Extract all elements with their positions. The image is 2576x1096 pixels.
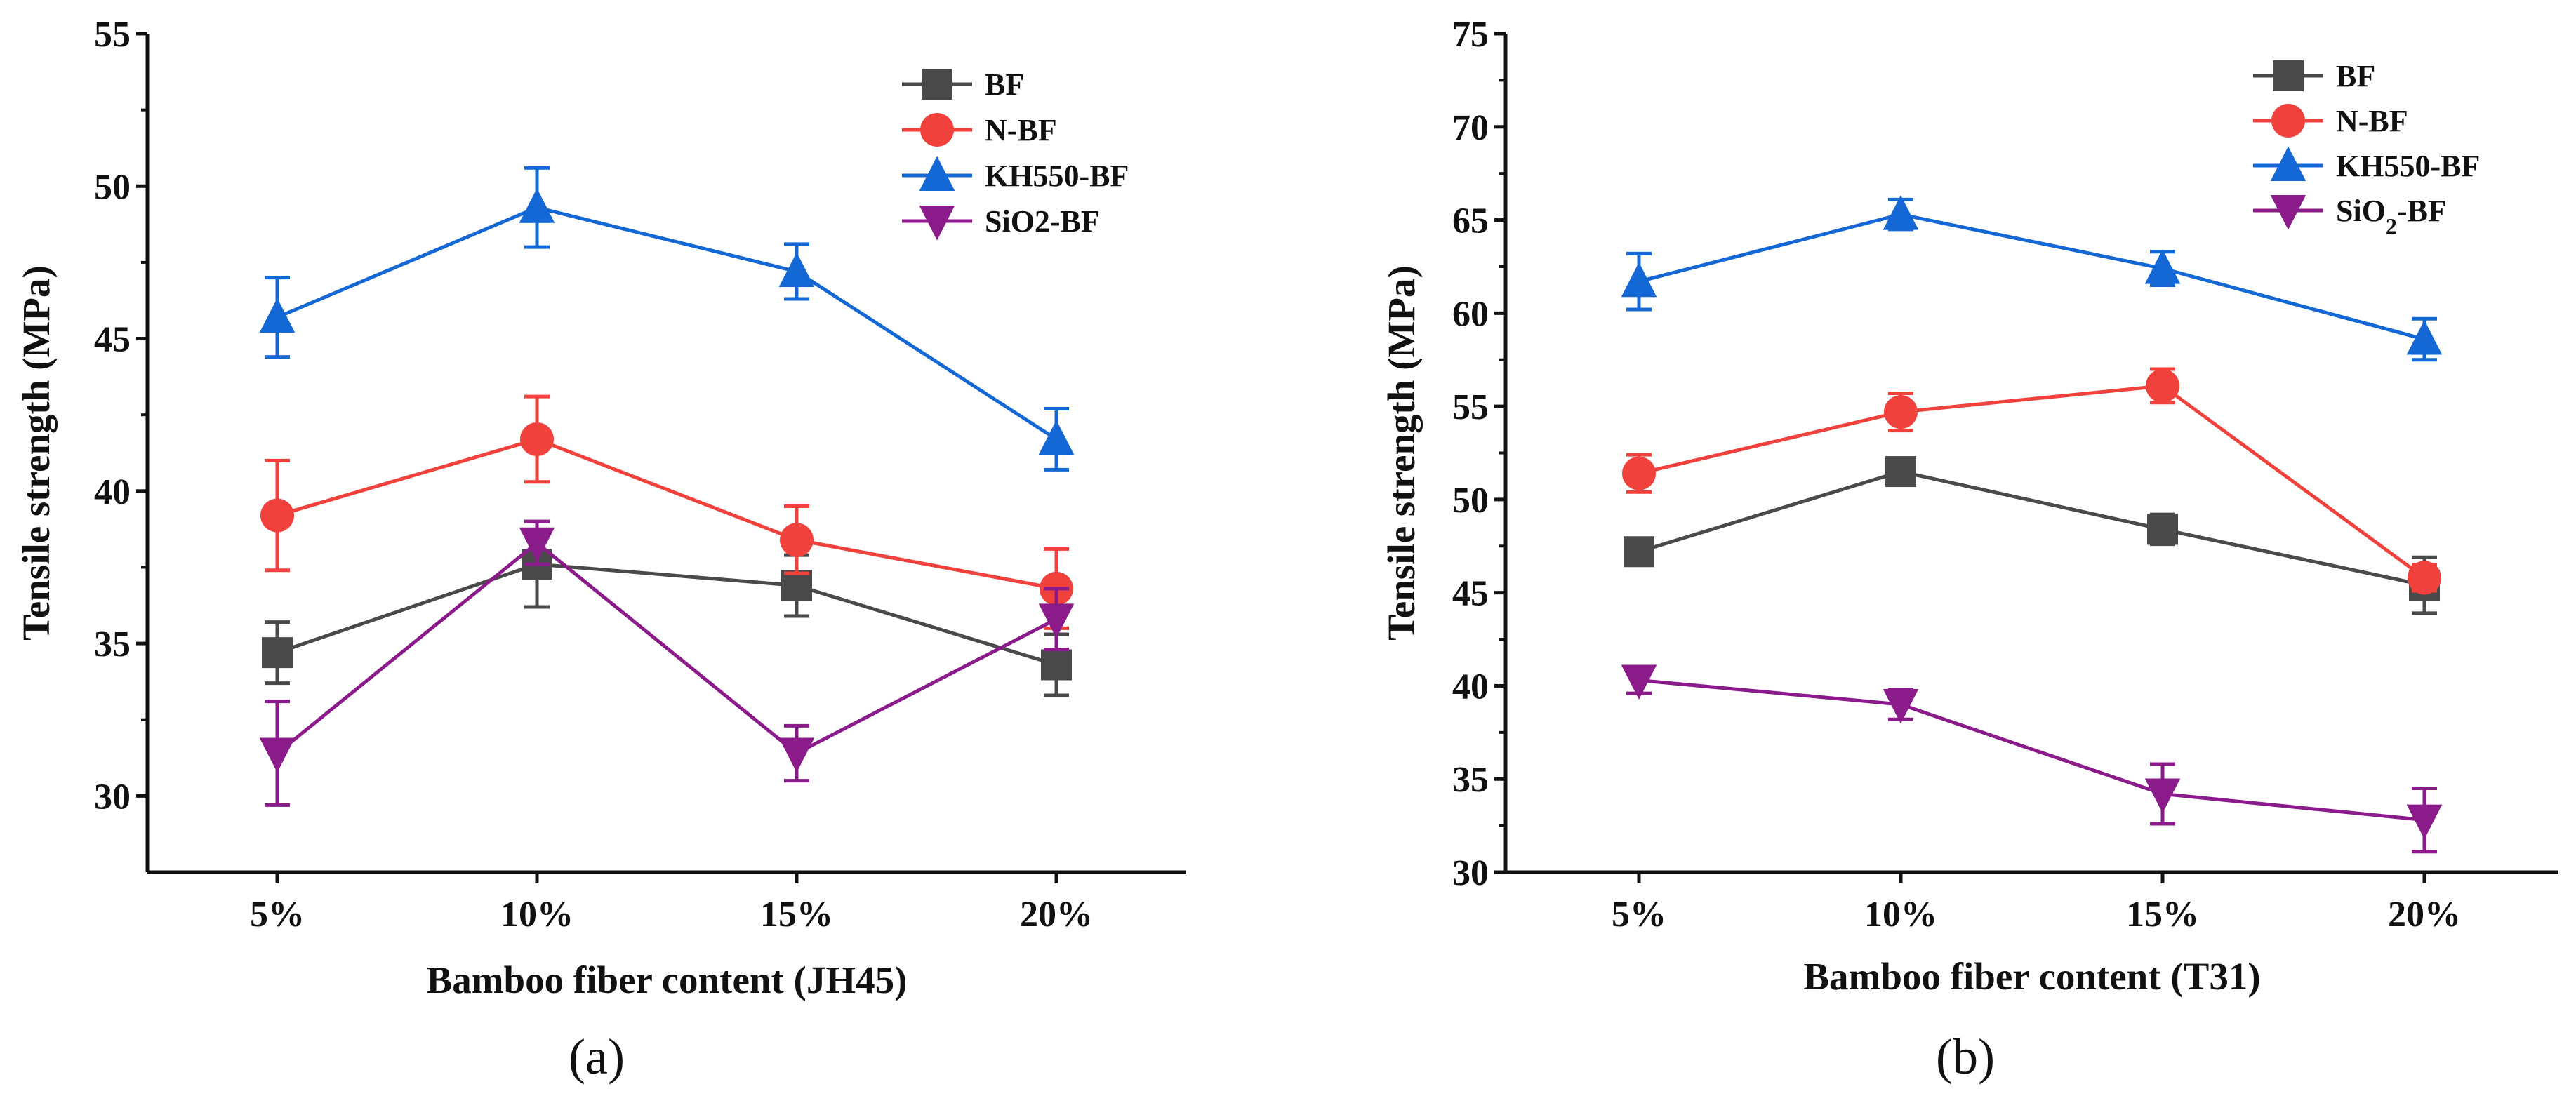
y-axis-title: Tensile strength (MPa) bbox=[1380, 265, 1423, 641]
y-tick-label: 45 bbox=[94, 320, 131, 360]
x-axis-title: Bamboo fiber content (JH45) bbox=[427, 958, 908, 1001]
legend-marker bbox=[2270, 195, 2306, 230]
data-point bbox=[2146, 368, 2179, 403]
y-tick-label: 65 bbox=[1452, 201, 1489, 241]
series-n-bf bbox=[1622, 367, 2441, 595]
y-tick-label: 40 bbox=[94, 472, 131, 512]
legend-label: N-BF bbox=[2336, 104, 2408, 138]
y-tick-label: 45 bbox=[1452, 574, 1489, 614]
legend-marker bbox=[2271, 104, 2305, 138]
data-point bbox=[1622, 456, 1656, 490]
data-point bbox=[2144, 778, 2181, 813]
series-n-bf bbox=[260, 394, 1073, 630]
data-point bbox=[1621, 262, 1657, 298]
x-tick-label: 20% bbox=[1020, 895, 1093, 935]
x-tick-label: 5% bbox=[250, 895, 305, 935]
y-tick-label: 55 bbox=[1452, 387, 1489, 427]
y-tick-label: 35 bbox=[1452, 760, 1489, 800]
chart-panel-a: 30 35 40 45 50 55 5% 10% 15% 20% Bamboo fiber cont… bbox=[15, 15, 1186, 1085]
legend-label: SiO2-BF bbox=[985, 204, 1100, 239]
legend-label: KH550-BF bbox=[985, 159, 1129, 193]
series-line bbox=[277, 562, 1057, 667]
data-point bbox=[1885, 456, 1916, 488]
legend-label: KH550-BF bbox=[2336, 149, 2480, 183]
data-point bbox=[262, 637, 293, 669]
y-tick-label: 35 bbox=[94, 624, 131, 664]
data-point bbox=[259, 737, 296, 773]
data-point bbox=[2406, 320, 2443, 355]
y-tick-label: 30 bbox=[94, 777, 131, 817]
data-point bbox=[1041, 649, 1072, 681]
data-point bbox=[1883, 689, 1919, 724]
y-tick-label: 75 bbox=[1452, 15, 1489, 55]
data-point bbox=[519, 188, 555, 223]
legend-label: SiO2-BF bbox=[2336, 194, 2447, 239]
panel-label: (b) bbox=[1936, 1029, 1995, 1085]
x-tick-label: 10% bbox=[500, 895, 573, 935]
x-tick-label: 15% bbox=[760, 895, 833, 935]
data-point bbox=[1038, 420, 1075, 455]
y-tick-label: 60 bbox=[1452, 294, 1489, 334]
data-point bbox=[2406, 804, 2443, 840]
data-point bbox=[520, 422, 554, 456]
series-sio-bf bbox=[1621, 664, 2443, 854]
series-line bbox=[276, 540, 1058, 756]
data-point bbox=[1038, 603, 1075, 639]
data-point bbox=[1621, 664, 1657, 700]
y-tick-label: 70 bbox=[1452, 108, 1489, 148]
panel-label: (a) bbox=[569, 1029, 625, 1085]
y-tick-label: 40 bbox=[1452, 667, 1489, 707]
series-kh550-bf bbox=[259, 166, 1075, 472]
legend-label: N-BF bbox=[985, 113, 1057, 147]
series-line bbox=[277, 206, 1058, 441]
data-point bbox=[2147, 514, 2178, 545]
series-bf bbox=[1624, 456, 2440, 615]
x-tick-label: 5% bbox=[1612, 895, 1666, 935]
y-tick-label: 50 bbox=[94, 167, 131, 207]
data-point bbox=[259, 298, 296, 333]
legend-label: BF bbox=[2336, 59, 2375, 93]
series-line bbox=[1638, 469, 2425, 587]
x-tick-label: 10% bbox=[1864, 895, 1937, 935]
data-point bbox=[780, 523, 814, 557]
y-tick-label: 50 bbox=[1452, 481, 1489, 521]
series-line bbox=[1638, 213, 2425, 341]
data-point bbox=[778, 252, 815, 287]
data-point bbox=[778, 737, 815, 773]
x-tick-label: 15% bbox=[2126, 895, 2199, 935]
series-line bbox=[1638, 678, 2425, 822]
legend-marker bbox=[922, 69, 952, 100]
series-line bbox=[1638, 384, 2426, 580]
data-point bbox=[1883, 195, 1919, 230]
data-point bbox=[781, 570, 812, 601]
data-point bbox=[2408, 561, 2441, 595]
data-point bbox=[260, 498, 294, 533]
data-point bbox=[2144, 249, 2181, 284]
legend-marker bbox=[920, 113, 954, 147]
data-point bbox=[1624, 536, 1654, 568]
y-axis-title: Tensile strength (MPa) bbox=[15, 265, 58, 641]
series-sio2-bf bbox=[259, 519, 1075, 807]
y-tick-label: 30 bbox=[1452, 853, 1489, 893]
data-point bbox=[519, 527, 555, 563]
chart-panel-b: 30 35 40 45 50 55 60 65 70 75 5% 10% 15% 20% Bamboo fi… bbox=[1380, 15, 2558, 1085]
legend-marker bbox=[919, 206, 955, 241]
x-tick-label: 20% bbox=[2388, 895, 2461, 935]
x-axis-title: Bamboo fiber content (T31) bbox=[1803, 955, 2260, 998]
legend-marker bbox=[919, 156, 955, 191]
legend-label: BF bbox=[985, 67, 1024, 102]
data-point bbox=[1884, 395, 1918, 429]
y-tick-label: 55 bbox=[94, 15, 131, 55]
series-line bbox=[277, 437, 1057, 591]
series-kh550-bf bbox=[1621, 195, 2443, 362]
legend-marker bbox=[2273, 60, 2304, 91]
legend-marker bbox=[2270, 146, 2306, 181]
